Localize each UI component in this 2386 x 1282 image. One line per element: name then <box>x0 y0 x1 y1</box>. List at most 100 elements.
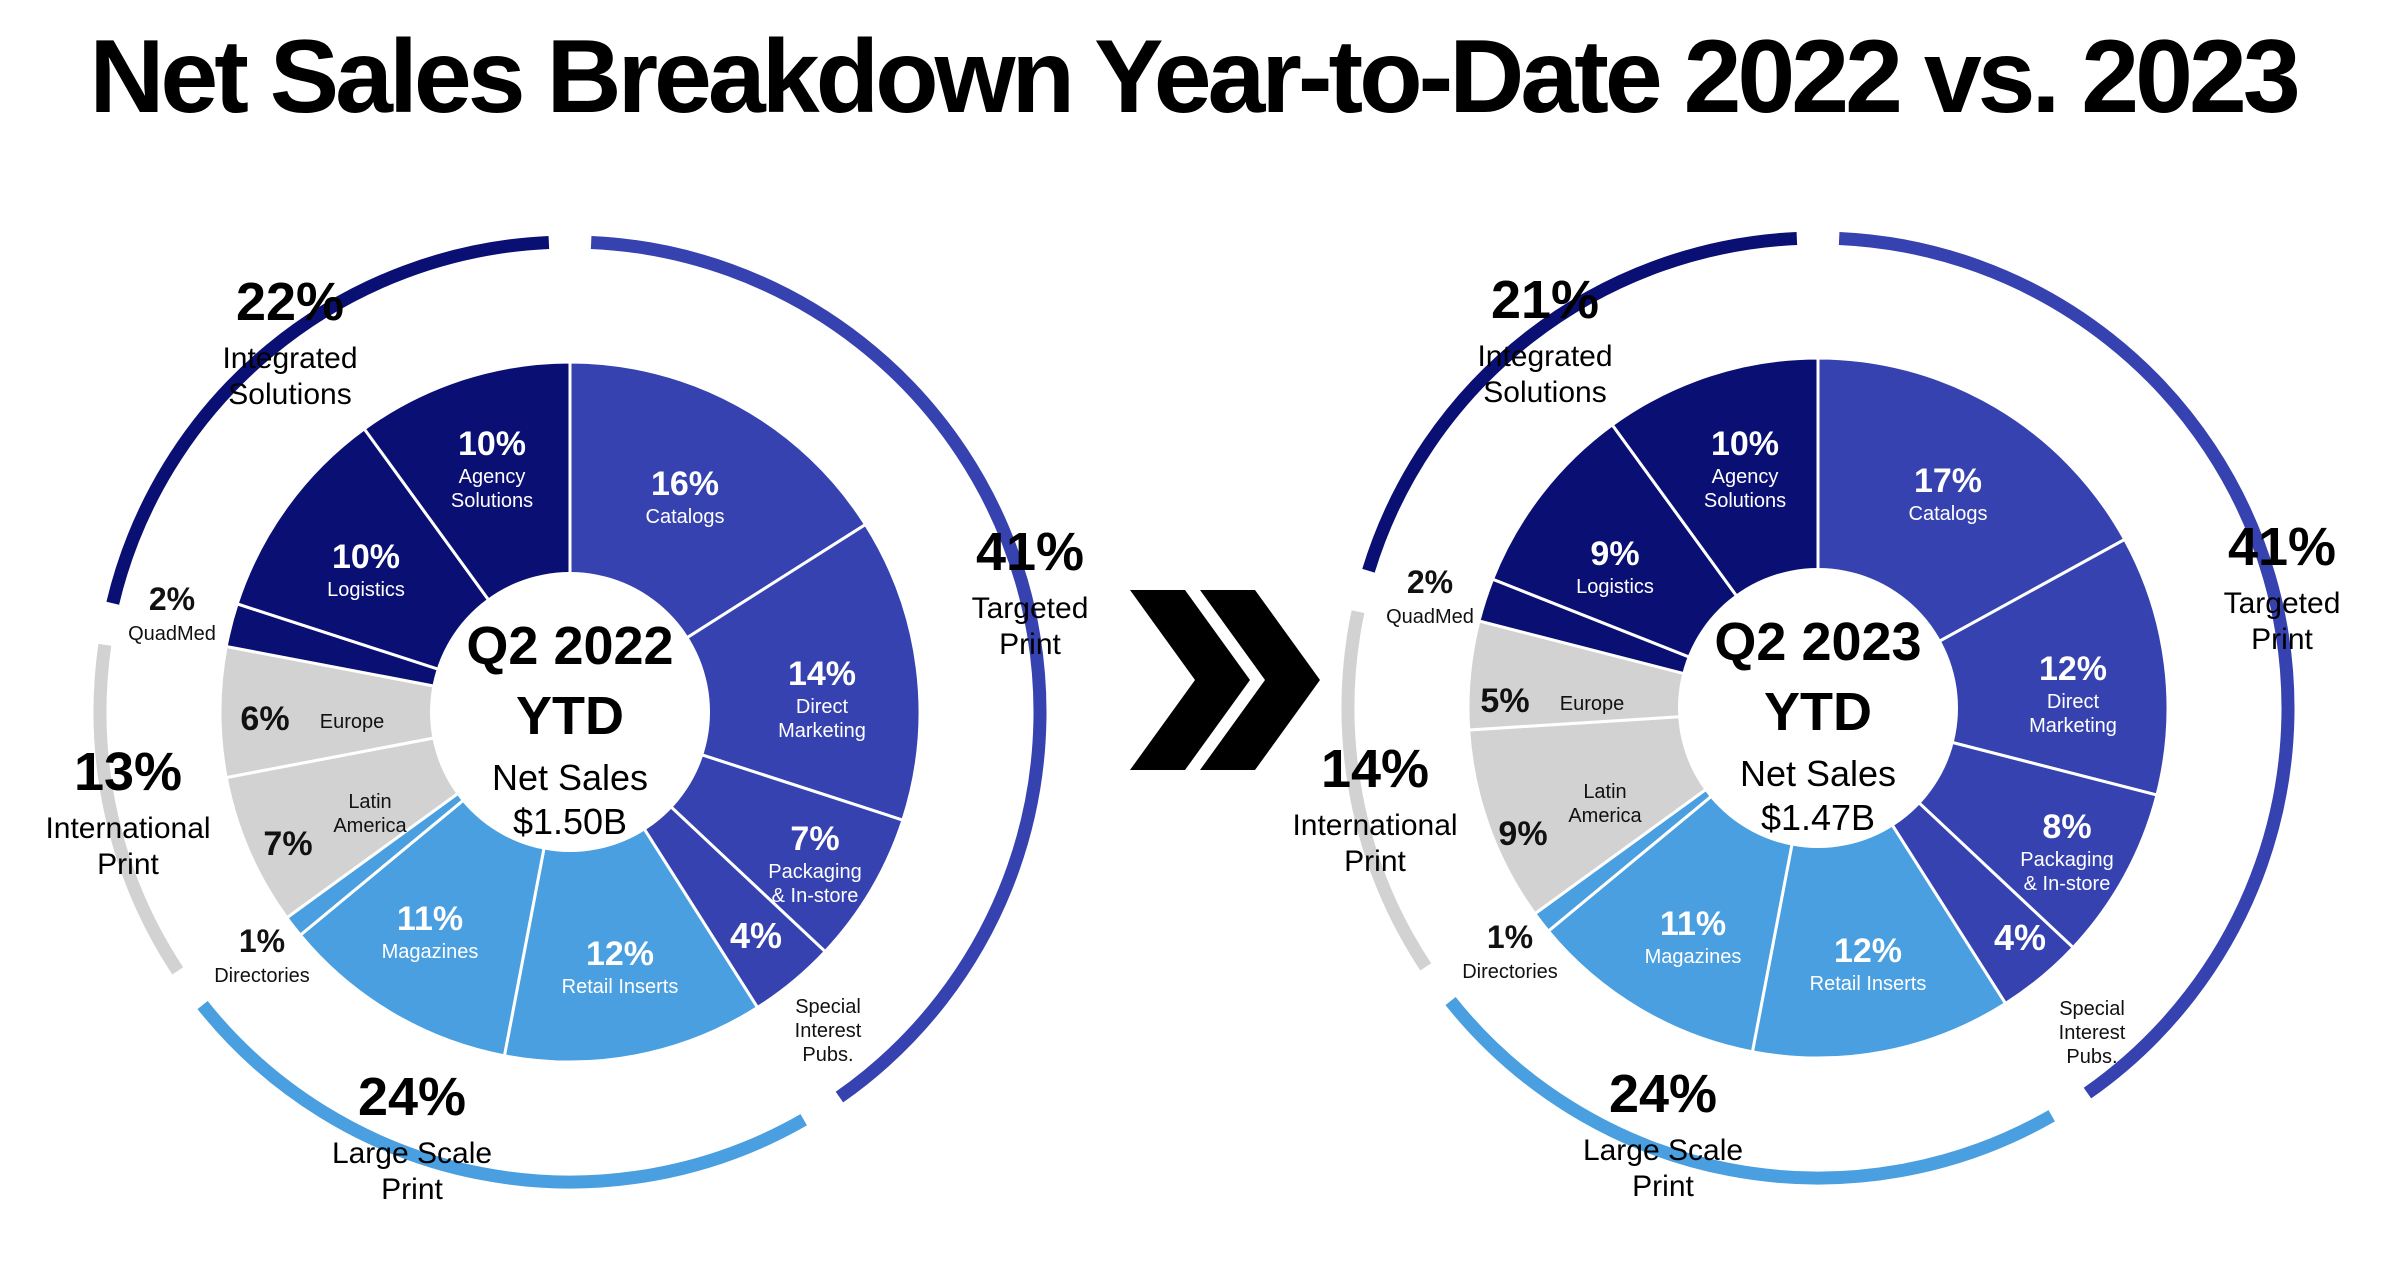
slice-name-quadmed: QuadMed <box>1386 606 1474 628</box>
slice-name-special-interest-pubs: Special <box>2059 998 2125 1020</box>
slice-value-logistics: 9% <box>1590 535 1639 573</box>
page-title: Net Sales Breakdown Year-to-Date 2022 vs… <box>89 19 2300 135</box>
group-value-large_scale: 24% <box>1609 1064 1717 1124</box>
slice-value-latin-america: 9% <box>1498 815 1547 853</box>
group-name-international: Print <box>97 848 159 881</box>
slice-name-magazines: Magazines <box>382 941 479 963</box>
group-value-targeted: 41% <box>2228 517 2336 577</box>
slice-value-directories: 1% <box>1487 919 1533 955</box>
donut-hole <box>1678 568 1958 848</box>
double-chevron-arrow-icon <box>1130 590 1320 770</box>
group-name-targeted: Targeted <box>972 592 1089 625</box>
slice-name-packaging-and-in-store: Packaging <box>2020 849 2113 871</box>
group-value-international: 14% <box>1321 739 1429 799</box>
slice-name-logistics: Logistics <box>327 579 405 601</box>
slice-name-agency-solutions: Solutions <box>451 490 533 512</box>
group-name-targeted: Targeted <box>2224 587 2341 620</box>
group-value-targeted: 41% <box>976 522 1084 582</box>
slice-value-quadmed: 2% <box>149 581 195 617</box>
slice-name-agency-solutions: Solutions <box>1704 490 1786 512</box>
slice-name-latin-america: America <box>333 815 407 837</box>
donut-chart-2022: Q2 2022 YTD Net Sales$1.50B 16% Catalogs 14% D… <box>45 235 1089 1206</box>
group-name-targeted: Print <box>2251 623 2313 656</box>
slice-value-europe: 5% <box>1480 682 1529 720</box>
pie-slice-direct-marketing <box>1813 537 2170 797</box>
slice-value-direct-marketing: 12% <box>2039 650 2107 688</box>
group-name-integrated: Solutions <box>1483 376 1606 409</box>
group-name-large_scale: Large Scale <box>332 1137 492 1170</box>
group-value-international: 13% <box>74 742 182 802</box>
slice-name-logistics: Logistics <box>1576 576 1654 598</box>
slice-value-quadmed: 2% <box>1407 564 1453 600</box>
center-title-line2: YTD <box>1764 682 1872 742</box>
slice-value-direct-marketing: 14% <box>788 655 856 693</box>
slice-name-catalogs: Catalogs <box>1909 503 1988 525</box>
group-ring-large_scale <box>1445 997 2055 1185</box>
slice-name-retail-inserts: Retail Inserts <box>562 976 679 998</box>
group-ring-integrated <box>106 235 550 605</box>
group-name-large_scale: Large Scale <box>1583 1134 1743 1167</box>
slice-name-agency-solutions: Agency <box>1712 466 1779 488</box>
center-sub-line2: $1.50B <box>513 801 627 842</box>
group-ring-targeted <box>1838 231 2295 1099</box>
group-ring-targeted <box>590 235 1047 1103</box>
slice-name-latin-america: Latin <box>348 791 391 813</box>
group-name-large_scale: Print <box>1632 1170 1694 1203</box>
slice-name-direct-marketing: Marketing <box>2029 715 2117 737</box>
slice-value-special-interest-pubs: 4% <box>1994 917 2046 958</box>
center-sub-line1: Net Sales <box>1740 753 1896 794</box>
group-ring-international <box>1341 610 1432 971</box>
slice-name-packaging-and-in-store: & In-store <box>772 885 859 907</box>
slice-value-catalogs: 17% <box>1914 462 1982 500</box>
group-name-targeted: Print <box>999 628 1061 661</box>
group-value-large_scale: 24% <box>358 1067 466 1127</box>
donut-hole <box>430 572 710 852</box>
slice-name-directories: Directories <box>214 965 310 987</box>
slice-name-direct-marketing: Marketing <box>778 720 866 742</box>
slice-value-magazines: 11% <box>397 900 463 938</box>
group-name-large_scale: Print <box>381 1173 443 1206</box>
group-name-international: Print <box>1344 845 1406 878</box>
slice-name-packaging-and-in-store: & In-store <box>2024 873 2111 895</box>
slice-name-direct-marketing: Direct <box>2047 691 2100 713</box>
group-name-international: International <box>1292 809 1457 842</box>
group-name-integrated: Solutions <box>228 378 351 411</box>
center-title-line2: YTD <box>516 686 624 746</box>
slice-value-agency-solutions: 10% <box>1711 425 1779 463</box>
group-name-integrated: Integrated <box>1477 340 1612 373</box>
group-value-integrated: 22% <box>236 272 344 332</box>
slice-name-latin-america: America <box>1568 805 1642 827</box>
group-name-international: International <box>45 812 210 845</box>
slice-name-direct-marketing: Direct <box>796 696 849 718</box>
group-name-integrated: Integrated <box>222 342 357 375</box>
slice-name-catalogs: Catalogs <box>646 506 725 528</box>
slice-name-magazines: Magazines <box>1645 946 1742 968</box>
center-title-line1: Q2 2022 <box>466 616 673 676</box>
slice-value-retail-inserts: 12% <box>586 935 654 973</box>
slice-name-special-interest-pubs: Pubs. <box>802 1044 853 1066</box>
slice-value-packaging-and-in-store: 7% <box>790 820 839 858</box>
slice-name-directories: Directories <box>1462 961 1558 983</box>
slice-name-retail-inserts: Retail Inserts <box>1810 973 1927 995</box>
pie-slice-direct-marketing <box>566 522 922 823</box>
slice-name-quadmed: QuadMed <box>128 623 216 645</box>
slice-value-special-interest-pubs: 4% <box>730 915 782 956</box>
group-ring-international <box>93 643 184 975</box>
slice-value-logistics: 10% <box>332 538 400 576</box>
pie-slice-europe <box>218 644 571 780</box>
slice-value-directories: 1% <box>239 923 285 959</box>
slice-name-special-interest-pubs: Interest <box>795 1020 862 1042</box>
slice-name-europe: Europe <box>1560 693 1625 715</box>
slice-name-special-interest-pubs: Interest <box>2059 1022 2126 1044</box>
slice-name-packaging-and-in-store: Packaging <box>768 861 861 883</box>
slice-value-agency-solutions: 10% <box>458 425 526 463</box>
slice-name-agency-solutions: Agency <box>459 466 526 488</box>
slice-value-catalogs: 16% <box>651 465 719 503</box>
slice-value-europe: 6% <box>240 700 289 738</box>
group-ring-large_scale <box>197 1001 807 1189</box>
center-sub-line1: Net Sales <box>492 757 648 798</box>
slice-value-retail-inserts: 12% <box>1834 932 1902 970</box>
slice-name-special-interest-pubs: Special <box>795 996 861 1018</box>
slice-name-latin-america: Latin <box>1583 781 1626 803</box>
